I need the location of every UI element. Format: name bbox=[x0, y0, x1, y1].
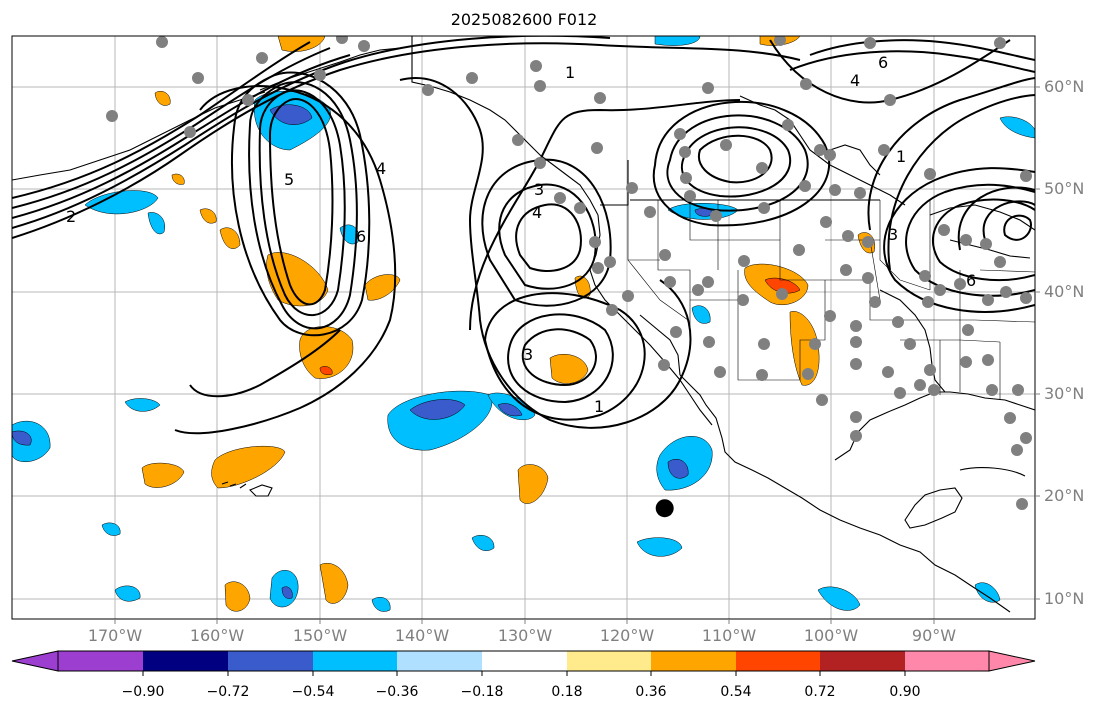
colorbar bbox=[11, 650, 1036, 676]
lat-label: 20°N bbox=[1044, 486, 1085, 505]
contour-label: 4 bbox=[850, 71, 860, 90]
lat-label: 10°N bbox=[1044, 589, 1085, 608]
map-background bbox=[12, 36, 1035, 619]
lon-label: 100°W bbox=[803, 626, 859, 645]
colorbar-cell-7 bbox=[651, 651, 736, 671]
colorbar-tick-label: 0.36 bbox=[635, 684, 667, 700]
contour-label: 1 bbox=[565, 63, 575, 82]
lon-label: 90°W bbox=[911, 626, 957, 645]
colorbar-tick-label: 0.54 bbox=[720, 684, 752, 700]
storm-center-marker bbox=[655, 499, 674, 518]
station-dots bbox=[106, 36, 1032, 510]
contour-label: 2 bbox=[66, 207, 76, 226]
lon-label: 160°W bbox=[189, 626, 245, 645]
colorbar-cell-1 bbox=[143, 651, 228, 671]
contour-label: 6 bbox=[878, 53, 888, 72]
lon-label: 110°W bbox=[701, 626, 757, 645]
contour-label: 3 bbox=[534, 180, 544, 199]
colorbar-cell-6 bbox=[567, 651, 651, 671]
lat-lon-grid bbox=[12, 36, 1035, 619]
colorbar-extend-min bbox=[11, 650, 59, 672]
lat-label: 40°N bbox=[1044, 282, 1085, 301]
colorbar-cell-10 bbox=[905, 651, 989, 671]
colorbar-tick-label: −0.90 bbox=[121, 684, 165, 700]
map-title: 2025082600 F012 bbox=[450, 10, 598, 29]
contour-labels: 1 1 1 2 3 3 3 4 4 4 5 6 6 6 bbox=[66, 53, 976, 416]
colorbar-cell-8 bbox=[736, 651, 820, 671]
contour-label: 5 bbox=[284, 170, 294, 189]
contour-label: 3 bbox=[523, 345, 533, 364]
colorbar-cell-4 bbox=[397, 651, 482, 671]
lat-label: 30°N bbox=[1044, 384, 1085, 403]
colorbar-tick-label: −0.18 bbox=[460, 684, 504, 700]
contour-label: 4 bbox=[376, 159, 386, 178]
colorbar-cell-9 bbox=[820, 651, 905, 671]
contour-label: 6 bbox=[966, 271, 976, 290]
lon-label: 120°W bbox=[599, 626, 655, 645]
lat-label: 60°N bbox=[1044, 77, 1085, 96]
contour-label: 3 bbox=[888, 225, 898, 244]
colorbar-extend-max bbox=[988, 650, 1036, 672]
colorbar-tick-label: −0.36 bbox=[375, 684, 419, 700]
colorbar-tick-label: 0.90 bbox=[889, 684, 921, 700]
lon-label: 150°W bbox=[292, 626, 348, 645]
colorbar-tick-label: 0.72 bbox=[804, 684, 836, 700]
contour-label: 1 bbox=[594, 397, 604, 416]
colorbar-cell-0 bbox=[58, 651, 143, 671]
colorbar-cell-5 bbox=[482, 651, 567, 671]
colorbar-tick-label: −0.54 bbox=[291, 684, 335, 700]
axis-ticks bbox=[114, 86, 1040, 624]
colorbar-tick-label: 0.18 bbox=[551, 684, 583, 700]
lon-label: 130°W bbox=[497, 626, 553, 645]
colorbar-tick-label: −0.72 bbox=[206, 684, 250, 700]
contour-label: 6 bbox=[356, 227, 366, 246]
colorbar-cell-3 bbox=[313, 651, 397, 671]
lon-label: 140°W bbox=[394, 626, 450, 645]
colorbar-cell-2 bbox=[228, 651, 313, 671]
contour-label: 1 bbox=[896, 147, 906, 166]
contour-label: 4 bbox=[532, 203, 542, 222]
lat-label: 50°N bbox=[1044, 179, 1085, 198]
map-frame bbox=[11, 35, 1036, 620]
lon-label: 170°W bbox=[87, 626, 143, 645]
